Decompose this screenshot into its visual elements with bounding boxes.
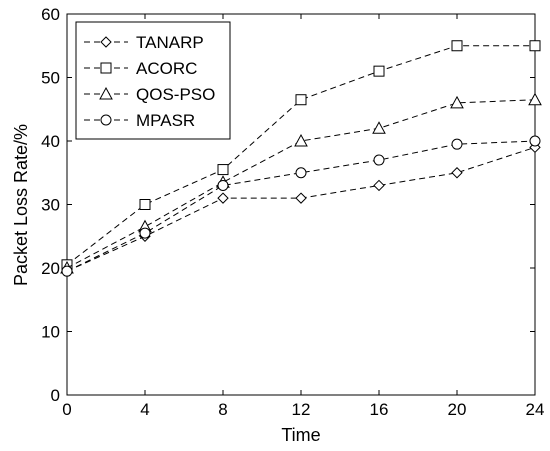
y-tick-label: 20 [41,259,60,278]
y-axis-label: Packet Loss Rate/% [11,124,31,286]
x-axis-label: Time [281,425,320,445]
axis-ticks: 0 4 8 12 16 20 24 0 10 20 30 40 50 60 [41,5,544,419]
data-point-tanarp [295,192,307,204]
legend: TANARP ACORC QOS-PSO MPASR [75,21,231,140]
legend-marker-mpasr [100,114,112,126]
y-tick-label: 60 [41,5,60,24]
x-tick-label: 24 [526,400,545,419]
data-point-qos-pso [294,133,308,147]
legend-marker-tanarp [100,36,112,48]
y-tick-label: 50 [41,69,60,88]
y-tick-label: 30 [41,196,60,215]
data-point-mpasr [139,227,151,239]
data-point-acorc [529,40,541,52]
legend-marker-acorc [100,62,112,74]
data-point-mpasr [295,167,307,179]
data-point-acorc [451,40,463,52]
series-layer [60,40,542,277]
data-point-acorc [295,94,307,106]
x-tick-label: 4 [140,400,149,419]
data-point-mpasr [373,154,385,166]
data-point-acorc [217,164,229,176]
x-tick-label: 12 [292,400,311,419]
data-point-tanarp [373,179,385,192]
data-point-mpasr [451,138,463,150]
y-tick-label: 10 [41,323,60,342]
legend-label-acorc: ACORC [136,59,197,78]
data-point-qos-pso [528,92,542,106]
data-point-qos-pso [372,121,386,134]
data-point-mpasr [61,265,73,277]
data-point-acorc [373,65,385,77]
legend-label-tanarp: TANARP [136,33,204,52]
x-tick-label: 0 [62,400,71,419]
legend-marker-qos-pso [99,86,113,100]
x-tick-label: 20 [448,400,467,419]
data-point-mpasr [529,135,541,147]
x-tick-label: 8 [218,400,227,419]
data-point-mpasr [217,179,229,191]
data-point-qos-pso [450,95,464,109]
x-tick-label: 16 [370,400,389,419]
y-tick-label: 40 [41,132,60,151]
data-point-tanarp [217,192,229,204]
data-point-tanarp [451,167,463,179]
data-point-acorc [139,199,151,210]
legend-label-mpasr: MPASR [136,111,195,130]
y-tick-label: 0 [51,386,60,405]
legend-label-qos-pso: QOS-PSO [136,85,215,104]
